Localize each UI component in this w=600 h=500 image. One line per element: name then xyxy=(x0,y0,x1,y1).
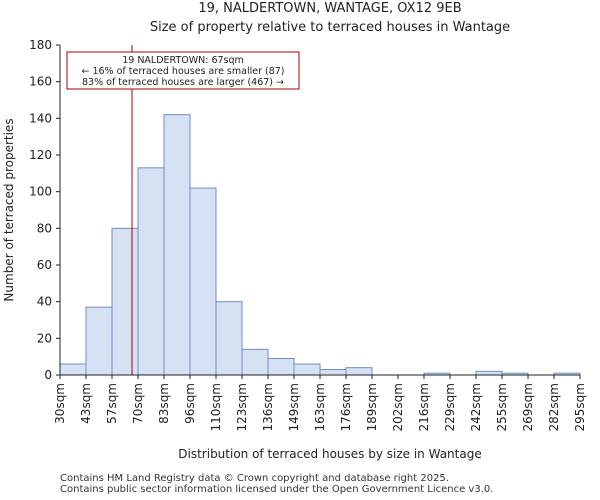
y-axis-label: Number of terraced properties xyxy=(2,118,16,301)
footer-credit-1: Contains HM Land Registry data © Crown c… xyxy=(60,473,449,484)
bar-149sqm xyxy=(293,363,321,376)
footer-credit-2: Contains public sector information licen… xyxy=(60,484,494,495)
x-tick-label: 242sqm xyxy=(469,383,483,431)
x-axis: 30sqm 43sqm 57sqm 70sqm 83sqm 96sqm 110sqm 123s… xyxy=(53,375,587,431)
bar-43sqm xyxy=(85,306,113,376)
x-tick-label: 70sqm xyxy=(131,383,145,424)
annotation-box: 19 NALDERTOWN: 67sqm ← 16% of terraced h… xyxy=(66,51,300,90)
bars-group xyxy=(59,114,581,376)
annotation-line-1: 19 NALDERTOWN: 67sqm xyxy=(122,55,244,66)
bar-136sqm xyxy=(267,358,295,376)
x-tick-label: 57sqm xyxy=(105,383,119,424)
x-tick-label: 269sqm xyxy=(521,383,535,431)
y-axis: 0 20 40 60 80 100 120 140 160 180 xyxy=(29,38,60,382)
y-tick-label: 40 xyxy=(37,295,52,309)
x-tick-label: 163sqm xyxy=(313,383,327,431)
x-tick-label: 295sqm xyxy=(573,383,587,431)
x-tick-label: 149sqm xyxy=(287,383,301,431)
y-tick-label: 20 xyxy=(37,331,52,345)
bar-57sqm xyxy=(111,227,139,376)
x-axis-label: Distribution of terraced houses by size … xyxy=(178,447,481,461)
chart-subtitle: Size of property relative to terraced ho… xyxy=(150,20,510,35)
x-tick-label: 83sqm xyxy=(157,383,171,424)
y-tick-label: 100 xyxy=(29,185,52,199)
bar-242sqm xyxy=(475,370,503,376)
x-tick-label: 229sqm xyxy=(443,383,457,431)
bar-123sqm xyxy=(241,348,269,376)
bar-110sqm xyxy=(215,301,243,376)
x-tick-label: 202sqm xyxy=(391,383,405,431)
x-tick-label: 216sqm xyxy=(417,383,431,431)
x-tick-label: 136sqm xyxy=(261,383,275,431)
y-tick-label: 140 xyxy=(29,111,52,125)
x-tick-label: 255sqm xyxy=(495,383,509,431)
annotation-line-3: 83% of terraced houses are larger (467) … xyxy=(82,77,284,88)
bar-96sqm xyxy=(189,187,217,376)
y-tick-label: 80 xyxy=(37,221,52,235)
y-tick-label: 120 xyxy=(29,148,52,162)
x-tick-label: 110sqm xyxy=(209,383,223,431)
bar-83sqm xyxy=(163,114,191,376)
bar-70sqm xyxy=(137,167,165,376)
x-tick-label: 123sqm xyxy=(235,383,249,431)
annotation-line-2: ← 16% of terraced houses are smaller (87… xyxy=(81,66,284,77)
x-tick-label: 282sqm xyxy=(547,383,561,431)
y-tick-label: 60 xyxy=(37,258,52,272)
x-tick-label: 30sqm xyxy=(53,383,67,424)
x-tick-label: 176sqm xyxy=(339,383,353,431)
x-tick-label: 43sqm xyxy=(79,383,93,424)
x-tick-label: 96sqm xyxy=(183,383,197,424)
bar-176sqm xyxy=(345,367,373,376)
annotation-frame xyxy=(66,51,300,90)
y-tick-label: 180 xyxy=(29,38,52,52)
y-tick-label: 0 xyxy=(44,368,52,382)
bar-30sqm xyxy=(59,363,87,376)
y-tick-label: 160 xyxy=(29,75,52,89)
bar-163sqm xyxy=(319,369,347,376)
chart-title: 19, NALDERTOWN, WANTAGE, OX12 9EB xyxy=(198,1,461,16)
x-tick-label: 189sqm xyxy=(365,383,379,431)
